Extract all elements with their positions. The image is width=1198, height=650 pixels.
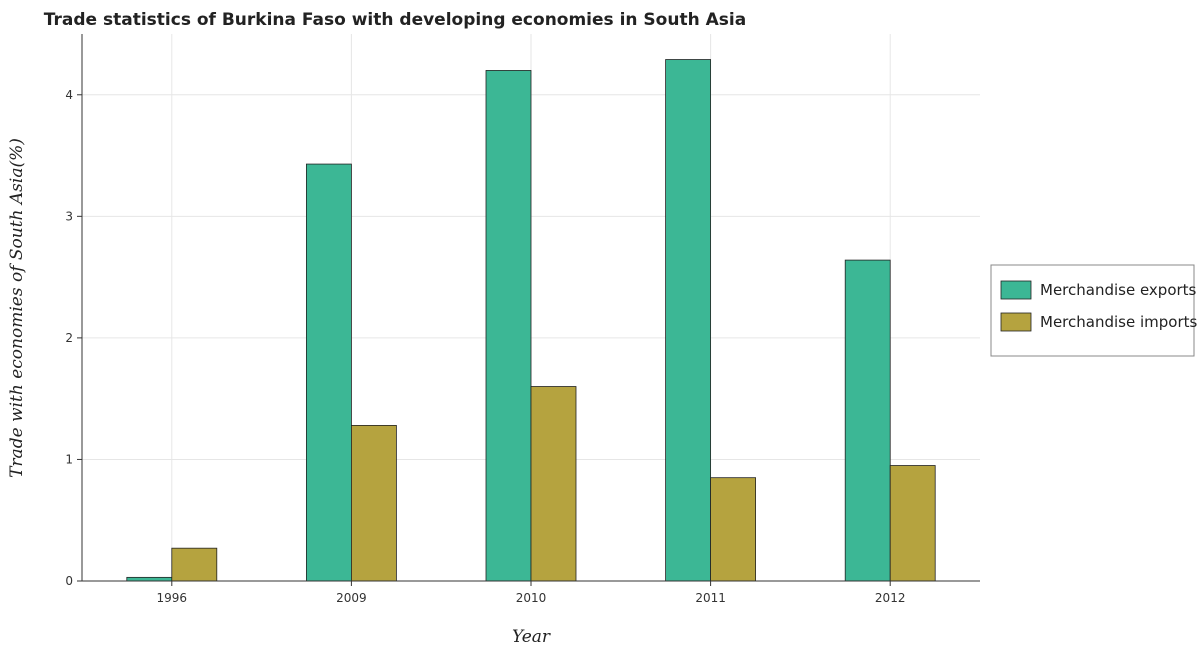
legend-box <box>990 264 1195 357</box>
bar-exports-2011 <box>665 59 711 582</box>
bar-imports-2009 <box>350 425 397 582</box>
bar-exports-2010 <box>485 70 532 582</box>
legend-label-0: Merchandise exports <box>1040 281 1197 299</box>
bar-exports-2012 <box>844 259 891 582</box>
y-tick-label: 3 <box>65 209 73 223</box>
y-tick-label: 4 <box>65 88 73 102</box>
legend-label-1: Merchandise imports <box>1040 313 1197 331</box>
x-tick-label: 2009 <box>336 591 367 605</box>
bars <box>126 59 936 582</box>
legend: Merchandise exports Merchandise imports <box>990 264 1197 357</box>
bar-imports-2010 <box>530 386 577 582</box>
bar-imports-2011 <box>710 477 756 582</box>
x-ticks: 1996 2009 2010 2011 2012 <box>157 581 906 605</box>
x-tick-label: 2010 <box>516 591 547 605</box>
bar-exports-2009 <box>305 163 352 582</box>
bar-imports-2012 <box>889 465 936 582</box>
legend-swatch-0 <box>1000 280 1032 300</box>
x-tick-label: 2011 <box>695 591 726 605</box>
bar-exports-1996 <box>126 576 173 582</box>
y-axis-label: Trade with economies of South Asia(%) <box>7 138 27 478</box>
y-tick-label: 1 <box>65 452 73 466</box>
y-tick-label: 2 <box>65 331 73 345</box>
chart-title: Trade statistics of Burkina Faso with de… <box>44 10 746 30</box>
legend-swatch-1 <box>1000 312 1032 332</box>
y-ticks: 0 1 2 3 4 <box>65 88 82 588</box>
x-tick-label: 2012 <box>875 591 906 605</box>
y-tick-label: 0 <box>65 574 73 588</box>
bar-imports-1996 <box>171 547 218 582</box>
x-tick-label: 1996 <box>157 591 188 605</box>
x-axis-label: Year <box>512 627 551 647</box>
